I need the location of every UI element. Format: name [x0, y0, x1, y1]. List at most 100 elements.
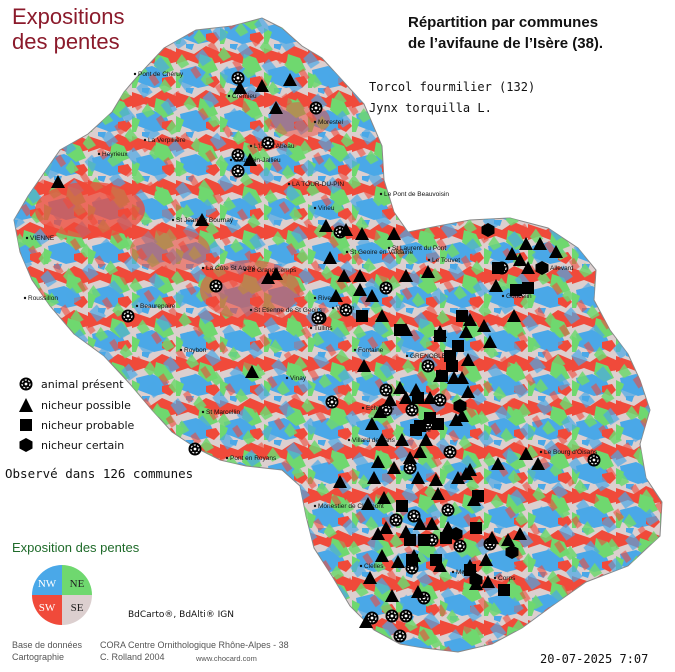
marker-probable: [356, 310, 368, 322]
marker-possible: [425, 517, 439, 530]
town-label: Monestier de Clermont: [318, 503, 384, 510]
marker-certain: [505, 545, 519, 559]
marker-possible: [383, 393, 397, 406]
marker-probable: [436, 370, 448, 382]
marker-probable: [440, 532, 452, 544]
town-label: Fontaine: [358, 347, 384, 354]
town-dot: [229, 158, 233, 162]
marker-possible: [323, 251, 337, 264]
quadrant-se: [62, 595, 92, 625]
marker-probable: [456, 310, 468, 322]
town-label: St Geoire en Valdaine: [350, 249, 413, 256]
footer-url: www.chocard.com: [196, 654, 257, 663]
marker-present: [188, 442, 202, 456]
marker-possible: [483, 335, 497, 348]
town-dot: [345, 250, 349, 254]
marker-possible: [51, 175, 65, 188]
marker-present: [121, 309, 135, 323]
marker-possible: [491, 457, 505, 470]
town-dot: [179, 348, 183, 352]
marker-possible: [489, 279, 503, 292]
town-dot: [201, 410, 205, 414]
marker-probable: [418, 534, 430, 546]
town-label: St Etienne de St Geoirs: [254, 307, 323, 314]
marker-possible: [423, 391, 437, 404]
town-dot: [387, 246, 391, 250]
marker-possible: [333, 475, 347, 488]
marker-possible: [521, 261, 535, 274]
town-label: Le Touvet: [432, 257, 460, 264]
species-latin: Jynx torquilla L.: [369, 101, 492, 115]
marker-present: [385, 609, 399, 623]
marker-possible: [375, 433, 389, 446]
marker-possible: [411, 471, 425, 484]
present-symbol-icon: [19, 377, 33, 391]
town-label: La Côte St André: [206, 265, 256, 272]
marker-possible: [519, 237, 533, 250]
marker-possible: [365, 289, 379, 302]
marker-possible: [379, 521, 393, 534]
town-label: Le Grand Lemps: [248, 267, 297, 274]
marker-possible: [501, 533, 515, 546]
quadrant-ne: [62, 565, 92, 595]
legend-certain: nicheur certain: [18, 437, 124, 453]
town-label: GRENOBLE: [410, 353, 447, 360]
town-dot: [243, 268, 247, 272]
marker-certain: [453, 399, 467, 413]
marker-possible: [403, 451, 417, 464]
town-label: Le Bourg d'Oisans: [544, 449, 598, 456]
town-label: Allevard: [550, 265, 574, 272]
town-label: Roybon: [184, 347, 207, 354]
marker-possible: [373, 405, 387, 418]
town-dot: [493, 576, 497, 580]
town-dot: [25, 236, 29, 240]
marker-present: [453, 539, 467, 553]
marker-present: [379, 383, 393, 397]
town-dot: [309, 326, 313, 330]
marker-possible: [461, 353, 475, 366]
marker-probable: [464, 564, 476, 576]
marker-possible: [429, 473, 443, 486]
legend-probable: nicheur probable: [18, 417, 134, 433]
marker-probable: [510, 284, 522, 296]
town-label: Heyrieux: [102, 151, 128, 158]
marker-possible: [233, 81, 247, 94]
marker-possible: [245, 365, 259, 378]
town-label: VIENNE: [30, 235, 55, 242]
marker-possible: [387, 227, 401, 240]
town-dot: [285, 376, 289, 380]
marker-possible: [421, 265, 435, 278]
marker-probable: [430, 554, 442, 566]
marker-possible: [365, 417, 379, 430]
town-dot: [249, 308, 253, 312]
marker-present: [393, 629, 407, 643]
legend-present: animal présent: [18, 376, 124, 392]
marker-present: [209, 279, 223, 293]
certain-symbol-icon: [19, 438, 33, 452]
marker-probable: [394, 324, 406, 336]
marker-possible: [243, 153, 257, 166]
marker-present: [339, 303, 353, 317]
town-label: Rives: [318, 295, 335, 302]
marker-possible: [449, 413, 463, 426]
town-label: Tullins: [314, 325, 333, 332]
town-dot: [23, 296, 27, 300]
town-label: Le Pont de Beauvoisin: [384, 191, 449, 198]
marker-present: [389, 513, 403, 527]
marker-possible: [399, 391, 413, 404]
marker-present: [407, 509, 421, 523]
town-label: Roussillon: [28, 295, 58, 302]
marker-possible: [395, 433, 409, 446]
marker-probable: [406, 554, 418, 566]
town-dot: [249, 144, 253, 148]
footer-db-value: CORA Centre Ornithologique Rhône-Alpes -…: [100, 640, 289, 650]
marker-present: [441, 503, 455, 517]
quadrant-nw: [32, 565, 62, 595]
marker-possible: [513, 253, 527, 266]
marker-possible: [447, 371, 461, 384]
marker-possible: [371, 455, 385, 468]
marker-possible: [459, 325, 473, 338]
marker-certain: [469, 573, 483, 587]
marker-possible: [451, 471, 465, 484]
